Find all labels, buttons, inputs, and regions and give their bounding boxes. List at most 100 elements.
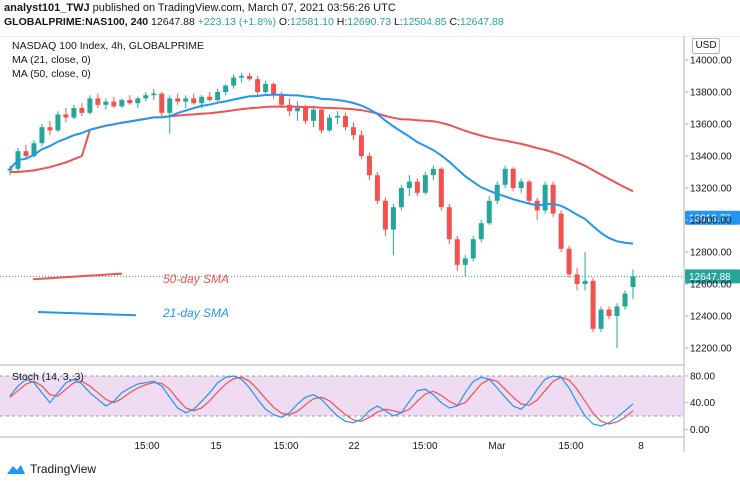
candle[interactable]: [582, 252, 588, 291]
candle[interactable]: [390, 204, 396, 256]
price-label-tag: 12647.88: [685, 269, 740, 284]
legend-ma50[interactable]: MA (50, close, 0): [12, 68, 91, 80]
candle[interactable]: [590, 277, 596, 332]
candle[interactable]: [606, 306, 612, 320]
candle[interactable]: [191, 93, 197, 105]
candle[interactable]: [550, 181, 556, 217]
candle[interactable]: [127, 95, 133, 105]
candle[interactable]: [366, 152, 372, 180]
candle[interactable]: [422, 172, 428, 195]
candle[interactable]: [263, 80, 269, 94]
candle[interactable]: [398, 184, 404, 211]
candle[interactable]: [119, 98, 125, 108]
candle[interactable]: [382, 197, 388, 236]
stoch-tick-label: 0.00: [690, 425, 710, 436]
candle[interactable]: [534, 197, 540, 220]
legend-title[interactable]: NASDAQ 100 Index, 4h, GLOBALPRIME: [12, 40, 205, 52]
publish-info: published on TradingView.com, March 07, …: [92, 2, 396, 14]
candle[interactable]: [55, 111, 61, 132]
candle[interactable]: [518, 178, 524, 193]
candle[interactable]: [622, 290, 628, 310]
candle[interactable]: [342, 112, 348, 131]
x-tick-label: 22: [348, 441, 360, 452]
candle[interactable]: [39, 124, 45, 147]
legend-ma21[interactable]: MA (21, close, 0): [12, 54, 91, 66]
tradingview-footer[interactable]: TradingView: [6, 462, 96, 476]
candle[interactable]: [143, 92, 149, 102]
candle[interactable]: [255, 76, 261, 96]
candle[interactable]: [470, 236, 476, 262]
candle[interactable]: [510, 167, 516, 192]
candle[interactable]: [63, 108, 69, 123]
high-value: 12690.73: [347, 16, 392, 28]
candle[interactable]: [326, 114, 332, 132]
candle[interactable]: [630, 269, 636, 300]
candle[interactable]: [223, 84, 229, 96]
candle[interactable]: [494, 181, 500, 204]
candle[interactable]: [574, 268, 580, 291]
candle[interactable]: [486, 196, 492, 225]
candle[interactable]: [446, 204, 452, 244]
candle[interactable]: [462, 255, 468, 276]
candle[interactable]: [558, 210, 564, 252]
candle[interactable]: [167, 95, 173, 134]
symbol-label[interactable]: GLOBALPRIME:NAS100, 240: [4, 16, 149, 28]
annotation-50-sma[interactable]: 50-day SMA: [32, 272, 229, 286]
candle[interactable]: [207, 92, 213, 102]
ma21-line: [9, 93, 634, 245]
candle[interactable]: [159, 92, 165, 116]
candle[interactable]: [183, 95, 189, 108]
candle[interactable]: [319, 108, 324, 134]
x-tick-label: Mar: [488, 441, 506, 452]
svg-text:21-day SMA: 21-day SMA: [162, 306, 229, 320]
candle[interactable]: [430, 165, 436, 180]
candle[interactable]: [231, 74, 237, 89]
candle[interactable]: [23, 144, 29, 160]
candle[interactable]: [271, 82, 277, 99]
candle[interactable]: [358, 130, 364, 160]
candle[interactable]: [374, 172, 380, 204]
currency-button[interactable]: USD: [692, 38, 720, 54]
candle[interactable]: [542, 181, 548, 214]
stoch-legend[interactable]: Stoch (14, 3, 3): [12, 371, 84, 383]
candle[interactable]: [239, 72, 245, 83]
candle[interactable]: [47, 120, 53, 136]
candle[interactable]: [151, 88, 157, 100]
high-label: H:: [336, 16, 348, 28]
candle[interactable]: [454, 236, 460, 272]
candle[interactable]: [502, 165, 508, 188]
candle[interactable]: [614, 303, 620, 348]
candle[interactable]: [414, 178, 420, 196]
candle[interactable]: [311, 108, 317, 128]
candle[interactable]: [406, 175, 412, 196]
candle[interactable]: [526, 180, 532, 204]
x-tick-label: 15: [210, 441, 222, 452]
candle[interactable]: [215, 88, 221, 102]
author-name[interactable]: analyst101_TWJ: [4, 2, 90, 14]
y-tick-label: 12200.00: [690, 344, 732, 355]
candle[interactable]: [71, 104, 77, 120]
candle[interactable]: [566, 245, 572, 278]
candle[interactable]: [350, 122, 356, 140]
candle[interactable]: [111, 96, 117, 108]
candle[interactable]: [334, 111, 340, 124]
candle[interactable]: [295, 101, 301, 121]
candle[interactable]: [7, 165, 13, 176]
x-tick-label: 15:00: [273, 441, 298, 452]
candle[interactable]: [247, 72, 253, 81]
candle[interactable]: [598, 306, 604, 332]
svg-text:12647.88: 12647.88: [689, 272, 731, 283]
candle[interactable]: [95, 93, 101, 108]
candle[interactable]: [79, 103, 85, 116]
price-label-tag: 13013.77: [685, 210, 740, 225]
candle[interactable]: [87, 95, 93, 115]
candle[interactable]: [135, 96, 141, 108]
annotation-21-sma[interactable]: 21-day SMA: [37, 306, 229, 320]
candle[interactable]: [103, 98, 109, 110]
y-tick-label: 13200.00: [690, 184, 732, 195]
candle[interactable]: [478, 220, 484, 243]
candle[interactable]: [175, 93, 181, 105]
open-value: 12581.10: [290, 16, 334, 28]
candle[interactable]: [438, 167, 444, 211]
